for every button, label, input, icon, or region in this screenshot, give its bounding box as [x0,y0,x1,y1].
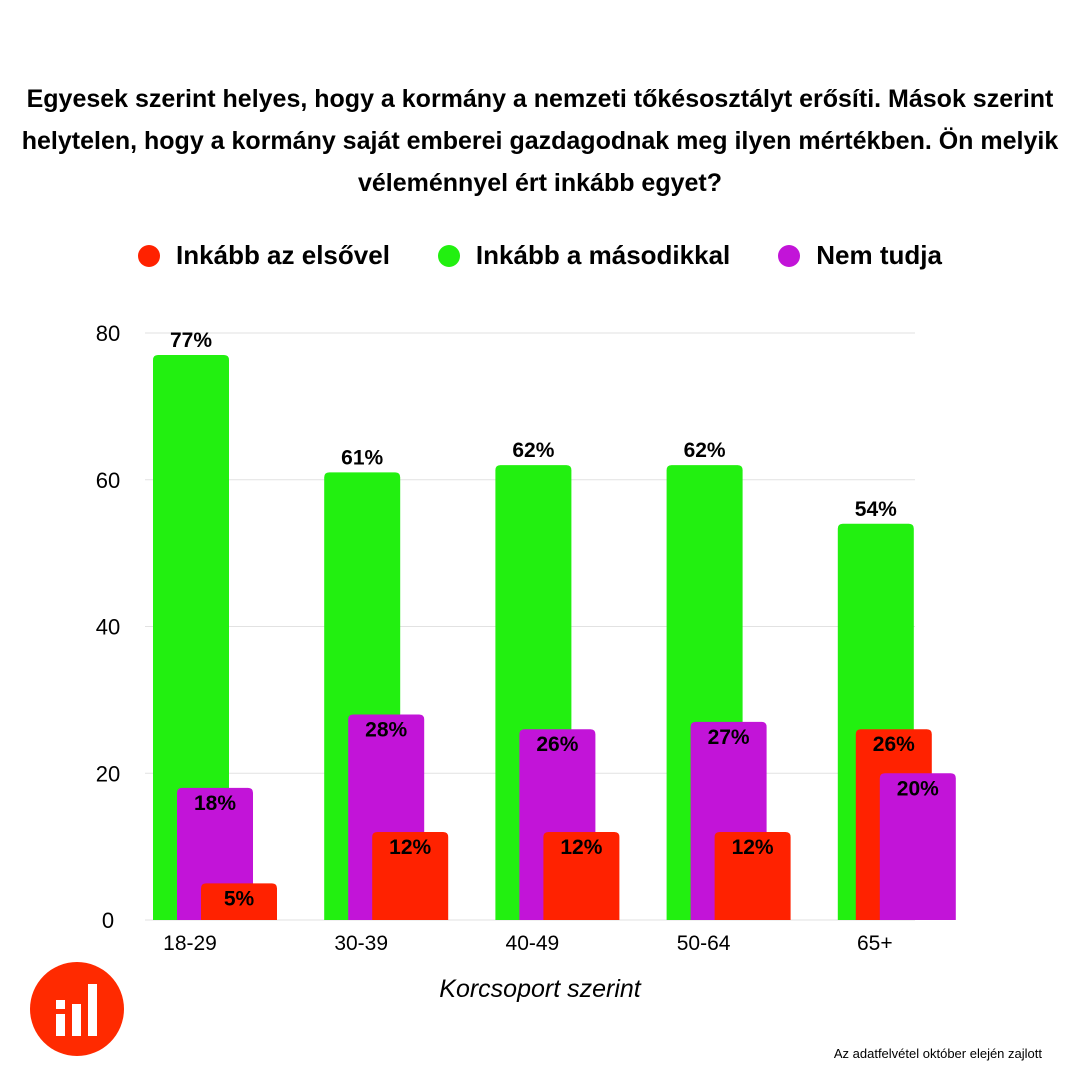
data-label: 12% [389,836,431,859]
footnote: Az adatfelvétel október elején zajlott [833,1046,1042,1061]
data-label: 54% [855,498,897,521]
data-label: 5% [224,887,255,910]
legend-dot-purple [778,244,801,267]
data-label: 28% [365,719,407,742]
y-tick-label: 40 [96,615,120,640]
data-label: 62% [684,439,726,462]
bar-inkább-az-elsővel [543,831,620,920]
y-tick-label: 20 [96,761,120,786]
data-label: 27% [708,726,750,749]
x-axis-label: Korcsoport szerint [439,975,641,1003]
bar-inkább-a-másodikkal [153,355,229,920]
data-label: 62% [512,439,554,462]
logo-bars-icon [56,984,97,1036]
logo [30,962,124,1056]
legend-label: Nem tudja [816,240,942,270]
data-label: 26% [873,733,915,756]
y-tick-label: 60 [96,468,120,493]
legend: Inkább az elsővel Inkább a másodikkal Ne… [0,240,1080,271]
data-label: 77% [170,329,212,352]
x-tick-label: 18-29 [163,932,217,955]
bar-inkább-az-elsővel [372,831,449,920]
legend-label: Inkább az elsővel [176,240,390,270]
y-tick-label: 0 [102,908,114,933]
data-label: 12% [560,836,602,859]
data-label: 61% [341,446,383,469]
x-tick-label: 65+ [857,932,893,955]
x-tick-label: 40-49 [506,932,560,955]
data-label: 12% [732,836,774,859]
x-tick-label: 50-64 [677,932,731,955]
x-tick-label: 30-39 [334,932,388,955]
bar-nem-tudja [879,773,956,920]
data-label: 20% [897,777,939,800]
bar-inkább-az-elsővel [714,831,791,920]
legend-label: Inkább a másodikkal [475,240,731,270]
legend-item-dontknow: Nem tudja [778,240,942,271]
legend-dot-green [437,244,460,267]
legend-dot-red [138,244,161,267]
legend-item-first: Inkább az elsővel [138,240,390,271]
chart-title: Egyesek szerint helyes, hogy a kormány a… [21,85,1059,197]
bar-inkább-az-elsővel [201,883,277,920]
legend-item-second: Inkább a másodikkal [437,240,731,271]
data-label: 18% [194,792,236,815]
data-label: 26% [536,733,578,756]
y-tick-label: 80 [96,321,120,346]
